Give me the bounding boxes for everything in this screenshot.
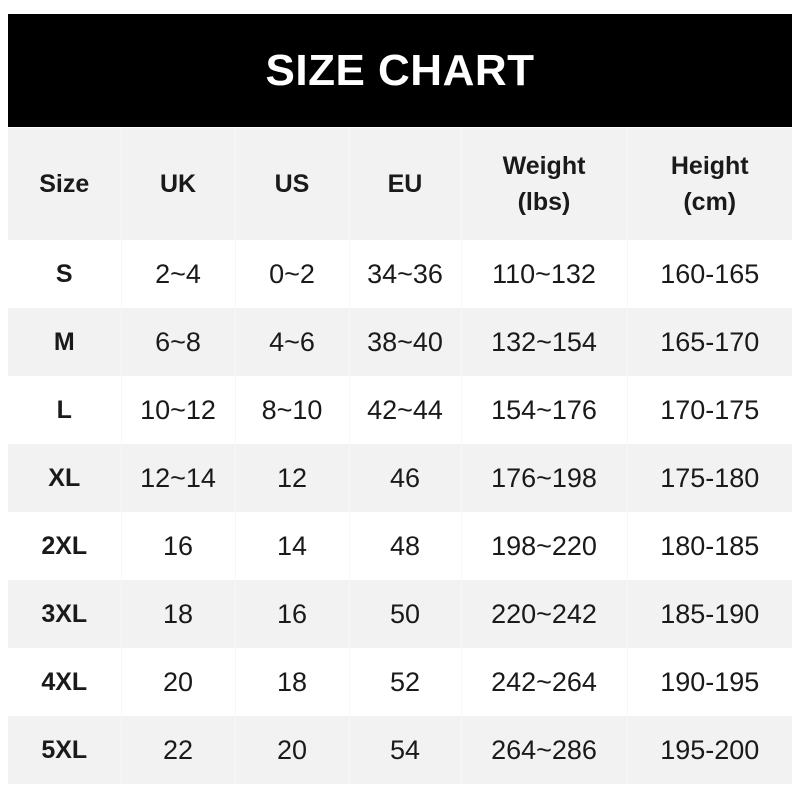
size-chart-title: SIZE CHART bbox=[8, 14, 792, 127]
cell-height: 160-165 bbox=[626, 240, 792, 308]
size-chart-table: Size UK US EU Weight (lbs) Height (cm) S 2~4 0~2 3… bbox=[8, 128, 792, 784]
column-header-size: Size bbox=[8, 128, 121, 240]
table-row: M 6~8 4~6 38~40 132~154 165-170 bbox=[8, 308, 792, 376]
header-row: Size UK US EU Weight (lbs) Height (cm) bbox=[8, 128, 792, 240]
cell-size: L bbox=[56, 395, 72, 424]
cell-size: M bbox=[8, 308, 121, 376]
cell-weight: 198~220 bbox=[460, 512, 627, 580]
column-header-label: Size bbox=[39, 170, 90, 198]
cell-height: 190-195 bbox=[626, 648, 792, 716]
cell-eu: 54 bbox=[348, 716, 461, 784]
cell-us: 20 bbox=[234, 716, 349, 784]
cell-eu: 50 bbox=[348, 580, 461, 648]
cell-uk: 16 bbox=[120, 512, 235, 580]
cell-weight: 220~242 bbox=[460, 580, 627, 648]
column-header-weight: Weight (lbs) bbox=[460, 128, 627, 240]
column-header-uk: UK bbox=[120, 128, 235, 240]
column-header-unit: (cm) bbox=[683, 188, 737, 216]
cell-height: 170-175 bbox=[626, 376, 792, 444]
cell-uk: 12~14 bbox=[120, 444, 235, 512]
cell-uk: 6~8 bbox=[120, 308, 235, 376]
cell-weight: 132~154 bbox=[460, 308, 627, 376]
cell-uk: 22 bbox=[120, 716, 235, 784]
cell-uk: 18 bbox=[120, 580, 235, 648]
column-header-label: US bbox=[274, 170, 310, 198]
table-row: XL 12~14 12 46 176~198 175-180 bbox=[8, 444, 792, 512]
cell-height: 165-170 bbox=[626, 308, 792, 376]
table-row: 4XL 20 18 52 242~264 190-195 bbox=[8, 648, 792, 716]
column-header-height: Height (cm) bbox=[626, 128, 792, 240]
column-header-eu: EU bbox=[348, 128, 461, 240]
column-header-label: Weight bbox=[502, 152, 586, 180]
cell-weight: 176~198 bbox=[460, 444, 627, 512]
cell-height: 180-185 bbox=[626, 512, 792, 580]
column-header-unit: (lbs) bbox=[517, 188, 571, 216]
column-header-label: UK bbox=[159, 170, 197, 198]
cell-us: 12 bbox=[234, 444, 349, 512]
cell-size: S bbox=[55, 259, 73, 288]
cell-size: 3XL bbox=[8, 580, 121, 648]
cell-uk: 10~12 bbox=[120, 376, 235, 444]
cell-size: 5XL bbox=[8, 716, 121, 784]
cell-height: 175-180 bbox=[626, 444, 792, 512]
cell-eu: 46 bbox=[348, 444, 461, 512]
cell-us: 16 bbox=[234, 580, 349, 648]
cell-eu: 52 bbox=[348, 648, 461, 716]
table-row: S 2~4 0~2 34~36 110~132 160-165 bbox=[8, 240, 792, 308]
cell-height: 185-190 bbox=[626, 580, 792, 648]
cell-size: XL bbox=[8, 444, 121, 512]
cell-uk: 20 bbox=[120, 648, 235, 716]
cell-weight: 264~286 bbox=[460, 716, 627, 784]
cell-uk: 2~4 bbox=[120, 240, 235, 308]
cell-us: 18 bbox=[234, 648, 349, 716]
cell-eu: 48 bbox=[348, 512, 461, 580]
table-row: 2XL 16 14 48 198~220 180-185 bbox=[8, 512, 792, 580]
cell-weight: 110~132 bbox=[460, 240, 627, 308]
cell-us: 0~2 bbox=[234, 240, 349, 308]
column-header-label: EU bbox=[387, 170, 423, 198]
column-header-label: Height bbox=[670, 152, 749, 180]
cell-weight: 154~176 bbox=[460, 376, 627, 444]
cell-size: 4XL bbox=[41, 667, 88, 696]
table-row: L 10~12 8~10 42~44 154~176 170-175 bbox=[8, 376, 792, 444]
cell-us: 14 bbox=[234, 512, 349, 580]
column-header-us: US bbox=[234, 128, 349, 240]
table-row: 5XL 22 20 54 264~286 195-200 bbox=[8, 716, 792, 784]
table-row: 3XL 18 16 50 220~242 185-190 bbox=[8, 580, 792, 648]
cell-size: 2XL bbox=[41, 531, 88, 560]
cell-us: 8~10 bbox=[234, 376, 349, 444]
cell-eu: 38~40 bbox=[348, 308, 461, 376]
cell-height: 195-200 bbox=[626, 716, 792, 784]
cell-weight: 242~264 bbox=[460, 648, 627, 716]
cell-us: 4~6 bbox=[234, 308, 349, 376]
cell-eu: 42~44 bbox=[348, 376, 461, 444]
cell-eu: 34~36 bbox=[348, 240, 461, 308]
